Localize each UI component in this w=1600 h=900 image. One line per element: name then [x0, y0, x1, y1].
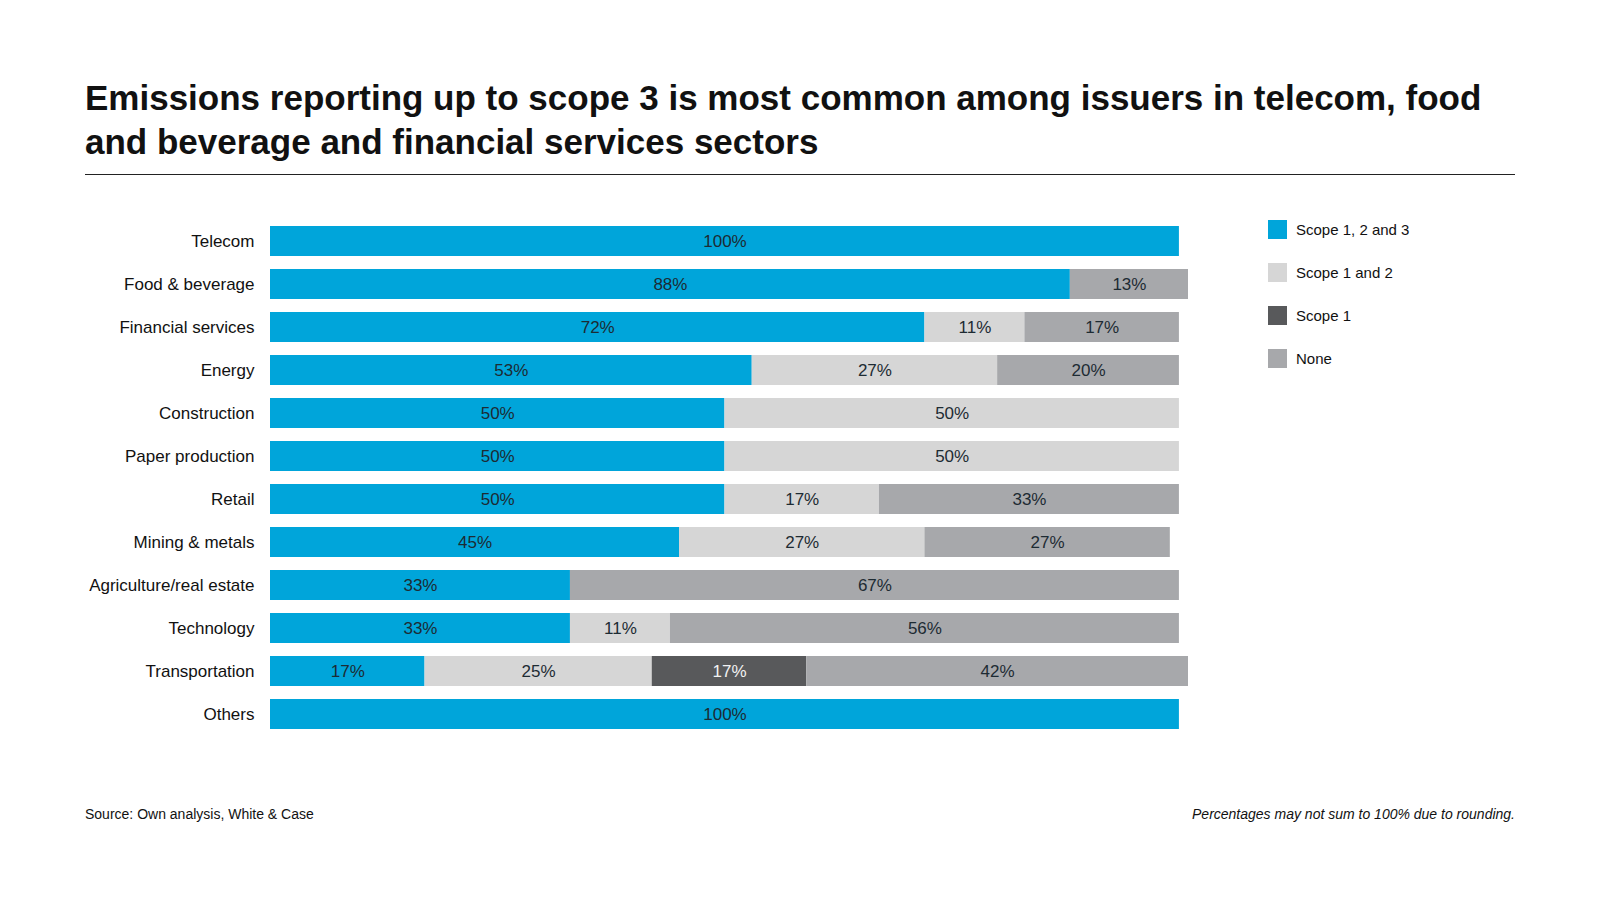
svg-text:17%: 17% — [1085, 318, 1119, 337]
svg-text:Paper production: Paper production — [125, 447, 254, 466]
svg-text:Transportation: Transportation — [146, 662, 255, 681]
html-text:None: None — [1296, 349, 1332, 367]
svg-text:25%: 25% — [522, 662, 556, 681]
svg-text:Financial services: Financial services — [119, 318, 254, 337]
svg-text:Construction: Construction — [159, 404, 254, 423]
svg-text:42%: 42% — [981, 662, 1015, 681]
svg-text:50%: 50% — [481, 404, 515, 423]
html-text:Scope 1 and 2: Scope 1 and 2 — [1296, 263, 1393, 281]
svg-text:50%: 50% — [481, 490, 515, 509]
svg-text:27%: 27% — [785, 533, 819, 552]
svg-text:Mining & metals: Mining & metals — [134, 533, 255, 552]
svg-text:27%: 27% — [1031, 533, 1065, 552]
svg-text:Others: Others — [203, 705, 254, 724]
svg-text:Technology: Technology — [168, 619, 255, 638]
svg-text:88%: 88% — [653, 275, 687, 294]
html-text:Percentages may not sum to 100: Percentages may not sum to 100% due to r… — [1192, 806, 1515, 822]
svg-text:50%: 50% — [481, 447, 515, 466]
html-text:Source: Own analysis, White &: Source: Own analysis, White & Case — [85, 806, 314, 822]
svg-text:72%: 72% — [581, 318, 615, 337]
svg-text:100%: 100% — [703, 232, 746, 251]
svg-text:53%: 53% — [494, 361, 528, 380]
svg-text:Agriculture/real estate: Agriculture/real estate — [89, 576, 254, 595]
svg-text:11%: 11% — [959, 318, 992, 337]
html-text:Emissions reporting up to scop: Emissions reporting up to scope 3 is mos… — [85, 78, 1482, 161]
svg-text:Retail: Retail — [211, 490, 254, 509]
svg-text:17%: 17% — [712, 662, 746, 681]
svg-text:50%: 50% — [935, 404, 969, 423]
svg-text:11%: 11% — [604, 619, 637, 638]
svg-text:33%: 33% — [1012, 490, 1046, 509]
svg-text:17%: 17% — [331, 662, 365, 681]
svg-text:33%: 33% — [403, 576, 437, 595]
svg-text:67%: 67% — [858, 576, 892, 595]
svg-text:45%: 45% — [458, 533, 492, 552]
html-text:Scope 1: Scope 1 — [1296, 306, 1351, 324]
svg-text:27%: 27% — [858, 361, 892, 380]
svg-text:Telecom: Telecom — [191, 232, 254, 251]
svg-text:20%: 20% — [1072, 361, 1106, 380]
svg-text:13%: 13% — [1112, 275, 1146, 294]
svg-text:17%: 17% — [785, 490, 819, 509]
html-text:Scope 1, 2 and 3: Scope 1, 2 and 3 — [1296, 220, 1410, 238]
svg-text:100%: 100% — [703, 705, 746, 724]
svg-text:Energy: Energy — [201, 361, 255, 380]
svg-text:Food & beverage: Food & beverage — [124, 275, 254, 294]
svg-text:50%: 50% — [935, 447, 969, 466]
svg-text:33%: 33% — [403, 619, 437, 638]
svg-text:56%: 56% — [908, 619, 942, 638]
